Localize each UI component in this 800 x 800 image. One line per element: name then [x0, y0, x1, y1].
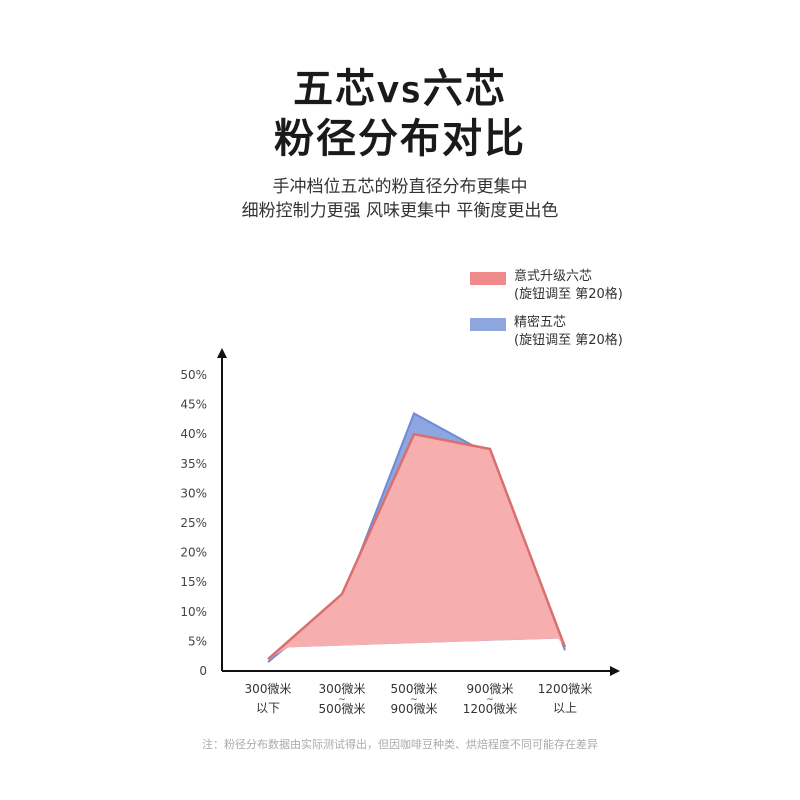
- subtitle-line1: 手冲档位五芯的粉直径分布更集中: [272, 177, 528, 197]
- y-tick-label: 30%: [180, 486, 207, 500]
- x-tick-label: 1200微米: [463, 702, 518, 716]
- legend-sub-five-core: (旋钮调至 第20格): [514, 333, 623, 348]
- page-title-line1: 五芯VS六芯: [0, 56, 800, 114]
- x-tick-label: 900微米: [467, 682, 514, 696]
- subtitle-line2: 细粉控制力更强 风味更集中 平衡度更出色: [241, 201, 559, 221]
- legend-swatch-six-core: [470, 272, 506, 285]
- legend-label-five-core: 精密五芯 (旋钮调至 第20格): [514, 314, 623, 350]
- title-vs: VS: [377, 76, 423, 109]
- footnote: 注：粉径分布数据由实际测试得出，但因咖啡豆种类、烘焙程度不同可能存在差异: [202, 738, 598, 751]
- x-tick-label: 300微米: [245, 682, 292, 696]
- title-five-core: 五芯: [293, 66, 378, 112]
- x-tick-label: 500微米: [391, 682, 438, 696]
- y-axis-arrow: [217, 348, 227, 358]
- y-tick-label: 35%: [180, 457, 207, 471]
- y-tick-label: 25%: [180, 516, 207, 530]
- series-line-six-core: [267, 432, 567, 661]
- x-tick-label: ~: [486, 695, 494, 705]
- x-tick-label: 500微米: [319, 702, 366, 716]
- legend-name-five-core: 精密五芯: [514, 315, 567, 330]
- x-tick-label: 以下: [256, 701, 280, 715]
- y-tick-label: 5%: [188, 634, 207, 648]
- x-tick-label: ~: [410, 695, 418, 705]
- legend-sub-six-core: (旋钮调至 第20格): [514, 287, 623, 302]
- y-tick-label: 0: [199, 664, 207, 678]
- x-tick-label: ~: [338, 695, 346, 705]
- legend-label-six-core: 意式升级六芯 (旋钮调至 第20格): [514, 268, 623, 304]
- y-tick-label: 40%: [180, 427, 207, 441]
- title-six-core: 六芯: [422, 66, 507, 112]
- x-axis-arrow: [610, 666, 620, 676]
- y-tick-label: 20%: [180, 546, 207, 560]
- legend-name-six-core: 意式升级六芯: [514, 269, 593, 284]
- x-tick-label: 以上: [553, 701, 577, 715]
- x-tick-label: 300微米: [319, 682, 366, 696]
- y-tick-label: 15%: [180, 575, 207, 589]
- y-tick-label: 50%: [180, 368, 207, 382]
- x-tick-label: 900微米: [391, 702, 438, 716]
- x-tick-label: 1200微米: [538, 682, 593, 696]
- y-tick-label: 10%: [180, 605, 207, 619]
- page-title-line2: 粉径分布对比: [274, 116, 526, 162]
- y-tick-label: 45%: [180, 398, 207, 412]
- series-area-six-core: [268, 434, 565, 660]
- legend-swatch-five-core: [470, 318, 506, 331]
